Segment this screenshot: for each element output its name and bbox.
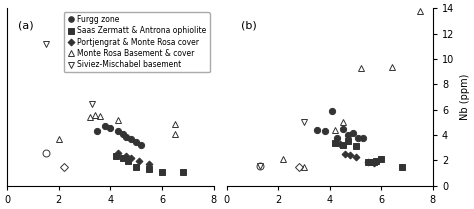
Text: (b): (b)	[241, 21, 257, 31]
Y-axis label: Nb (ppm): Nb (ppm)	[460, 74, 470, 120]
Legend: Furgg zone, Saas Zermatt & Antrona ophiolite, Portjengrat & Monte Rosa cover, Mo: Furgg zone, Saas Zermatt & Antrona ophio…	[64, 12, 210, 72]
Text: (a): (a)	[18, 21, 33, 31]
